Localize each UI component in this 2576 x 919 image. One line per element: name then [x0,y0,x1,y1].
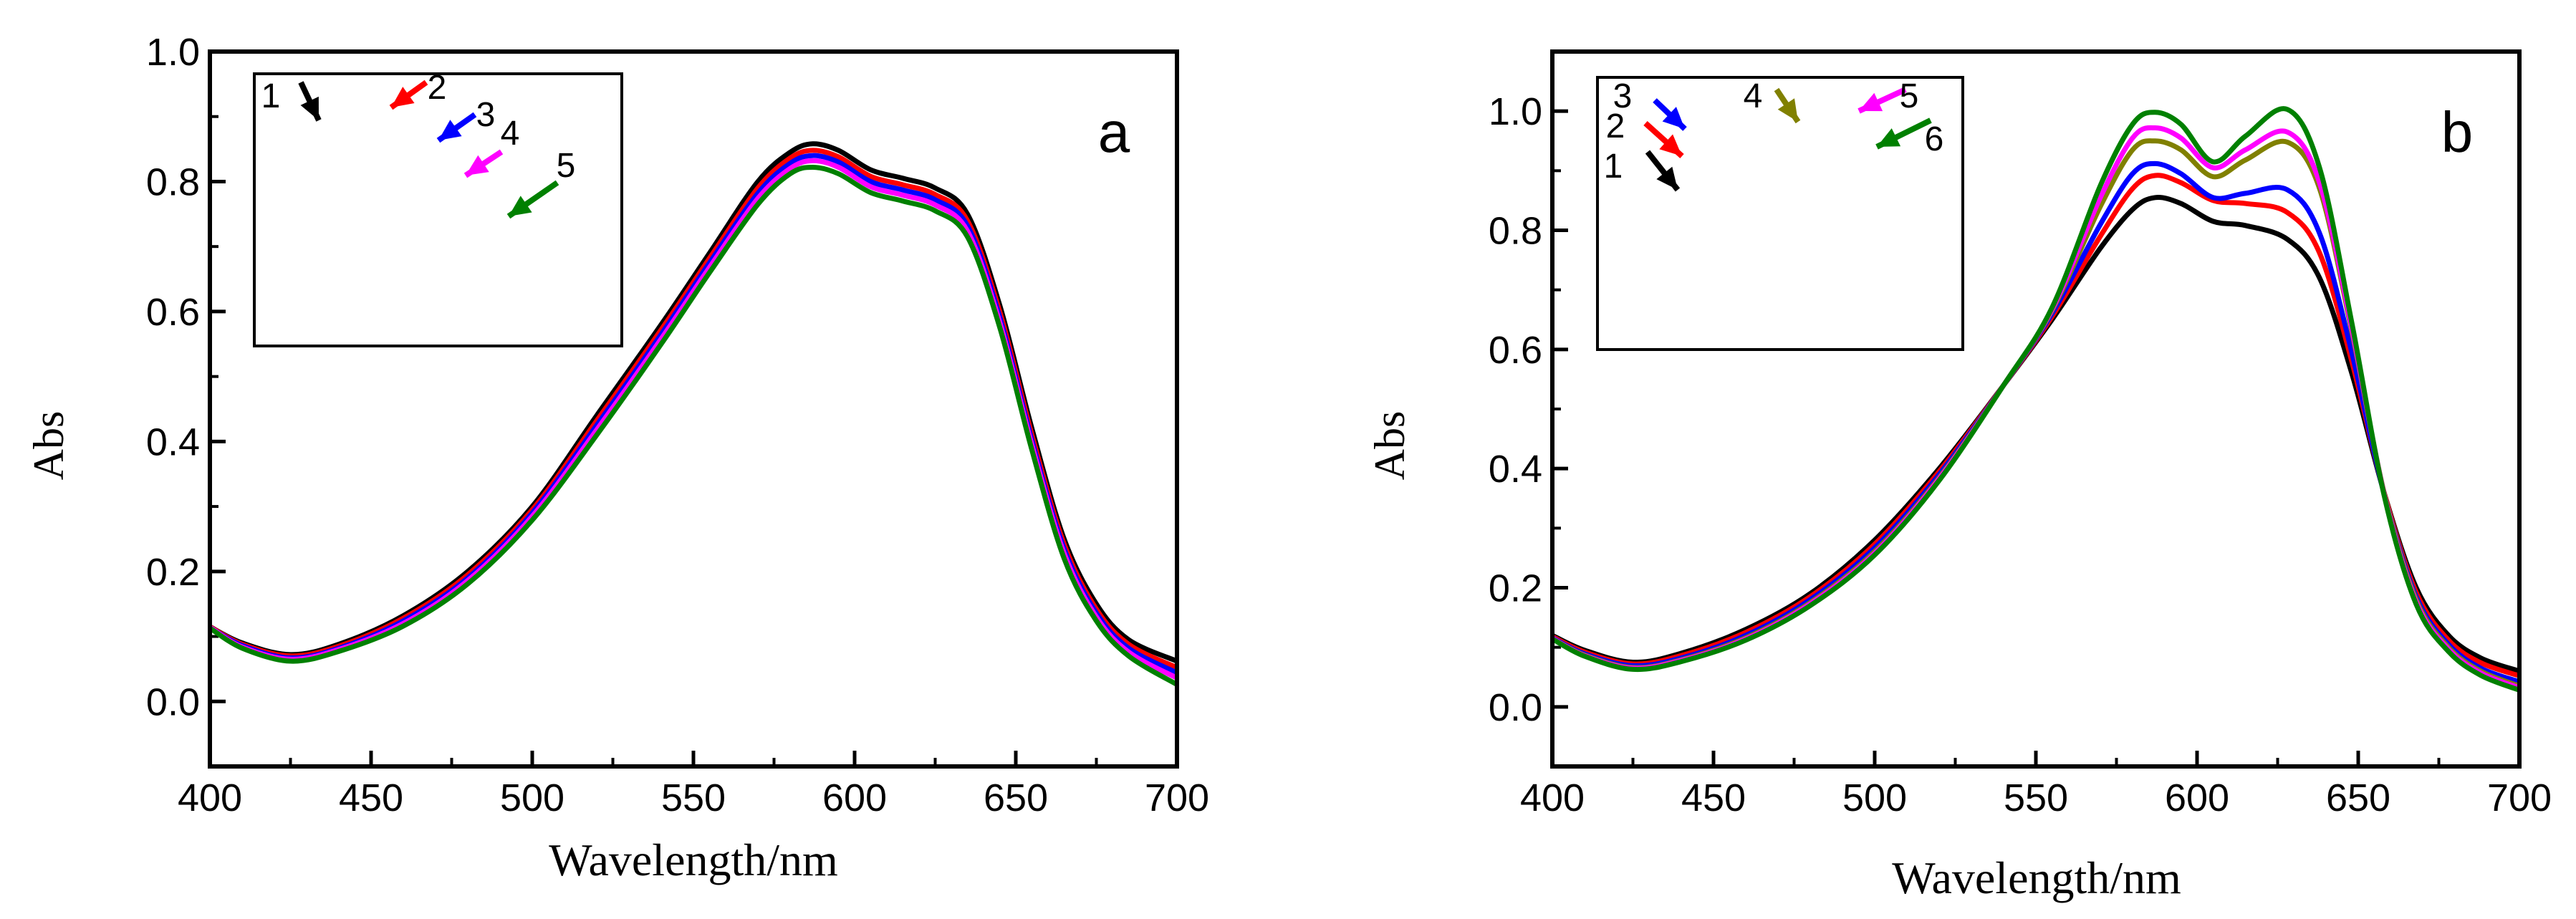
x-tick-label: 500 [1842,776,1907,819]
plot-frame [208,49,1179,769]
x-tick-label: 400 [1520,776,1585,819]
chart-panel-b: 400 450 500 550 600 650 700 0.0 0.2 0.4 0.6 0.8 1.0 A… [1366,49,2552,903]
x-tick-label: 500 [500,776,564,819]
inset-series-label: 1 [1604,148,1623,186]
y-axis-label: Abs [1366,411,1413,481]
y-tick-label: 0.4 [146,420,200,463]
x-tick-label: 550 [661,776,726,819]
y-tick-label: 0.0 [1489,686,1542,729]
x-axis-ticks: 400 450 500 550 600 650 700 [1520,751,2552,819]
inset-series-label: 4 [1744,77,1763,115]
y-tick-label: 0.2 [146,551,200,594]
inset-series-label: 4 [501,115,520,153]
y-tick-label: 0.8 [146,160,200,203]
x-axis-ticks: 400 450 500 550 600 650 700 [178,751,1209,819]
x-axis-label: Wavelength/nm [1892,852,2181,903]
inset-arrow-1-head [1656,166,1678,190]
x-tick-label: 600 [822,776,887,819]
inset-arrow-4-head [466,155,489,175]
x-axis-label: Wavelength/nm [549,834,838,885]
x-tick-label: 650 [2326,776,2390,819]
inset: 123 4 56 [1596,76,1964,351]
y-tick-label: 1.0 [1489,90,1542,133]
x-tick-label: 600 [2165,776,2229,819]
inset-arrow-4-head [1777,98,1798,122]
y-tick-label: 0.6 [1489,329,1542,372]
inset-series-label: 3 [1613,77,1633,115]
panel-label: a [1098,100,1130,164]
y-axis-ticks: 0.0 0.2 0.4 0.6 0.8 1.0 [146,31,226,768]
x-tick-label: 700 [2487,776,2552,819]
series-line-5 [210,165,1177,687]
inset: 1 23 45 [253,69,623,347]
series-lines [210,141,1177,687]
inset-series-label: 1 [261,77,281,115]
y-tick-label: 0.8 [1489,210,1542,253]
series-lines [1552,106,2519,693]
inset-arrow-5-head [1859,92,1883,112]
y-tick-label: 0.4 [1489,448,1542,491]
inset-arrow-2-head [1659,134,1682,156]
inset-series-label: 6 [1925,120,1944,158]
y-tick-label: 1.0 [146,31,200,74]
inset-arrow-5-head [509,196,532,216]
inset-arrow-1-head [300,96,319,120]
y-tick-label: 0.2 [1489,567,1542,610]
inset-series-label: 2 [1606,107,1625,145]
inset-frame [253,72,623,347]
panel-label: b [2441,100,2474,164]
inset-series-label: 5 [1900,77,1919,115]
x-tick-label: 700 [1145,776,1209,819]
chart-panel-a: 400 450 500 550 600 650 700 0.0 0.2 0.4 0.6 0.8 1.0 A… [25,31,1209,885]
series-line-6 [1552,106,2519,693]
x-tick-label: 400 [178,776,242,819]
x-tick-label: 550 [2004,776,2068,819]
y-axis-label: Abs [25,411,72,481]
x-tick-label: 650 [984,776,1048,819]
inset-arrow-3-head [438,120,462,140]
y-axis-ticks: 0.0 0.2 0.4 0.6 0.8 1.0 [1489,50,1568,768]
y-tick-label: 0.6 [146,291,200,334]
inset-series-label: 2 [428,69,447,107]
x-tick-label: 450 [1681,776,1746,819]
x-tick-label: 450 [339,776,403,819]
inset-arrow-6-head [1877,128,1901,147]
inset-series-label: 5 [557,147,576,185]
inset-frame [1596,76,1964,351]
y-tick-label: 0.0 [146,680,200,723]
inset-arrow-3-head [1662,107,1685,129]
inset-series-label: 3 [476,96,496,134]
plot-frame [1550,49,2522,769]
inset-arrow-2-head [391,87,415,107]
